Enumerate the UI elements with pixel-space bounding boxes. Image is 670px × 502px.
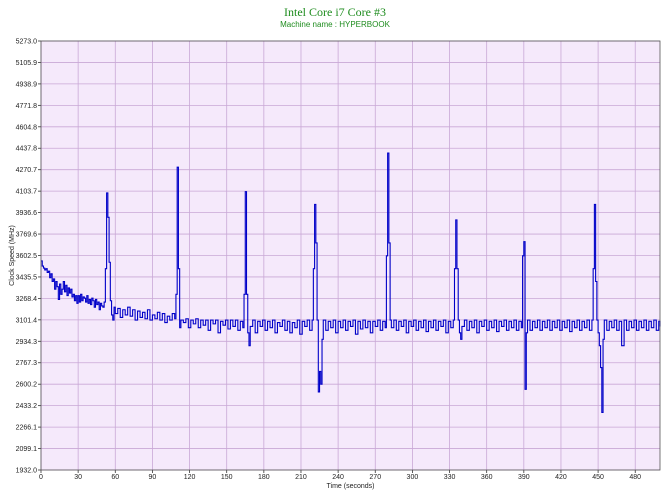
x-tick-label: 300 — [407, 474, 419, 481]
x-tick-label: 30 — [74, 474, 82, 481]
x-tick-label: 330 — [444, 474, 456, 481]
chart-title: Intel Core i7 Core #3 — [284, 5, 386, 19]
y-axis-label: Clock Speed (MHz) — [9, 225, 16, 286]
y-tick-label: 3602.5 — [16, 253, 38, 260]
x-tick-label: 60 — [111, 474, 119, 481]
y-tick-label: 3435.5 — [16, 274, 38, 281]
x-tick-label: 0 — [39, 474, 43, 481]
x-tick-label: 480 — [629, 474, 641, 481]
plot-border — [40, 40, 661, 471]
x-axis-label: Time (seconds) — [327, 483, 375, 490]
x-tick-label: 360 — [481, 474, 493, 481]
series-line — [41, 152, 661, 414]
y-tick-label: 2934.3 — [16, 339, 38, 346]
x-tick-label: 90 — [149, 474, 157, 481]
y-tick-label: 4938.9 — [16, 81, 38, 88]
x-tick-label: 180 — [258, 474, 270, 481]
x-tick-label: 240 — [332, 474, 344, 481]
x-tick-label: 420 — [555, 474, 567, 481]
y-tick-label: 4604.8 — [16, 124, 38, 131]
y-tick-label: 4437.8 — [16, 146, 38, 153]
y-tick-label: 5105.9 — [16, 60, 38, 67]
x-tick-label: 150 — [221, 474, 233, 481]
y-tick-label: 1932.0 — [16, 468, 38, 475]
y-tick-label: 3101.4 — [16, 317, 38, 324]
x-tick-label: 120 — [184, 474, 196, 481]
y-tick-label: 2600.2 — [16, 382, 38, 389]
y-tick-label: 4270.7 — [16, 167, 38, 174]
x-tick-label: 450 — [592, 474, 604, 481]
y-tick-label: 5273.0 — [16, 39, 38, 46]
y-tick-label: 2767.3 — [16, 360, 38, 367]
chart-subtitle: Machine name : HYPERBOOK — [280, 20, 390, 29]
y-tick-label: 3936.6 — [16, 210, 38, 217]
x-tick-label: 390 — [518, 474, 530, 481]
y-tick-label: 4771.8 — [16, 103, 38, 110]
y-tick-label: 4103.7 — [16, 189, 38, 196]
y-tick-label: 2433.2 — [16, 403, 38, 410]
y-tick-label: 3769.6 — [16, 232, 38, 239]
y-tick-label: 2266.1 — [16, 425, 38, 432]
y-tick-label: 3268.4 — [16, 296, 38, 303]
y-tick-label: 2099.1 — [16, 446, 38, 453]
x-tick-label: 210 — [295, 474, 307, 481]
x-tick-label: 270 — [369, 474, 381, 481]
